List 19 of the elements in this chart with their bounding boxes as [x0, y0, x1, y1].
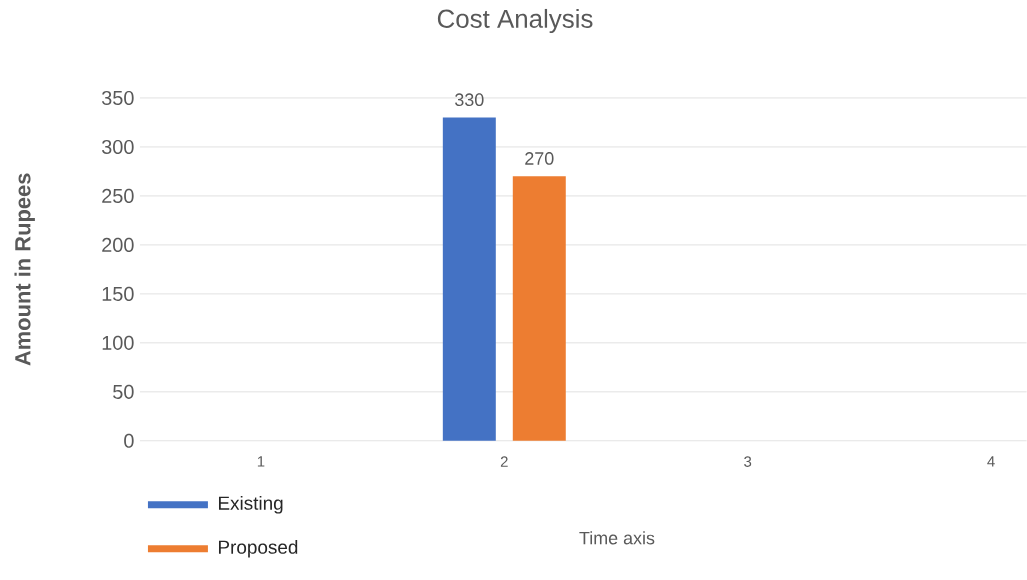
legend-label: Existing — [218, 496, 283, 514]
x-tick-label: 4 — [987, 456, 995, 467]
y-tick-label: 300 — [101, 140, 134, 155]
y-tick-label: 350 — [101, 91, 134, 106]
y-tick-label: 150 — [102, 286, 134, 302]
x-tick-label: 3 — [744, 456, 752, 468]
data-label: 330 — [455, 93, 484, 107]
data-label: 270 — [525, 152, 554, 165]
chart-title: Cost Analysis — [437, 9, 593, 34]
y-tick-label: 50 — [113, 384, 134, 399]
y-tick-label: 0 — [124, 433, 134, 448]
x-tick-label: 1 — [257, 456, 265, 467]
y-tick-label: 100 — [102, 335, 134, 351]
y-tick-label: 250 — [102, 188, 134, 204]
y-tick-label: 200 — [102, 237, 134, 253]
x-tick-label: 2 — [500, 456, 508, 467]
legend-label: Proposed — [218, 540, 298, 558]
y-axis-title: Amount in Rupees — [14, 173, 35, 366]
x-axis-title: Time axis — [579, 531, 655, 545]
